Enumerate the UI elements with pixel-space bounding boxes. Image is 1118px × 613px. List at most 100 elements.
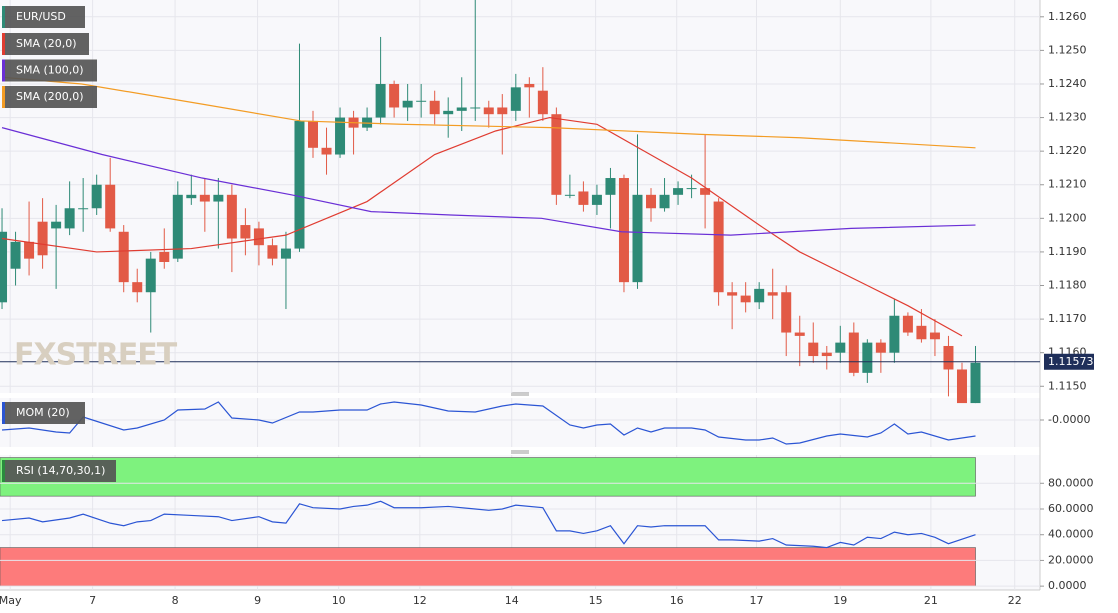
candle-body	[226, 194, 237, 239]
legend-label: MOM (20)	[16, 406, 70, 419]
candle-body	[213, 194, 224, 202]
candle-body	[159, 251, 170, 262]
candle-body	[808, 342, 819, 357]
legend-label: SMA (20,0)	[16, 37, 77, 50]
mom-line	[1, 401, 976, 445]
candle-body	[389, 83, 400, 108]
y-tick-label: 1.1190	[1048, 245, 1087, 258]
candle-body	[835, 342, 846, 353]
y-tick-label: 1.1220	[1048, 144, 1087, 157]
candle-body	[294, 120, 305, 249]
candle-body	[673, 188, 684, 195]
candle-body	[280, 248, 291, 259]
price-panel	[0, 0, 1040, 393]
candle-body	[483, 107, 494, 115]
legend-swatch	[2, 460, 5, 482]
rsi-band	[0, 457, 976, 497]
candle-body	[37, 221, 48, 256]
candle-body	[618, 178, 629, 283]
panel-handle	[511, 392, 529, 454]
candle-body	[551, 114, 562, 195]
candle-body	[713, 201, 724, 293]
candle-body	[199, 194, 210, 202]
candle-body	[578, 191, 589, 205]
candle-body	[416, 100, 427, 102]
x-tick-label: 8	[172, 594, 179, 607]
candle-body	[916, 325, 927, 340]
y-tick-label: 1.1200	[1048, 211, 1087, 224]
candle-body	[902, 315, 913, 333]
legend-swatch	[2, 33, 5, 55]
candle-body	[443, 110, 454, 115]
y-tick-label: 60.0000	[1048, 502, 1094, 515]
legend-swatch	[2, 402, 5, 424]
legend-label: EUR/USD	[16, 10, 66, 23]
y-tick-label: 1.1240	[1048, 77, 1087, 90]
sma-line	[1, 127, 976, 236]
y-tick-label: 1.1150	[1048, 379, 1087, 392]
y-tick-label: 1.1170	[1048, 312, 1087, 325]
candle-body	[240, 225, 251, 239]
last-price-box	[1044, 353, 1094, 370]
candle-body	[875, 342, 886, 353]
candle-body	[308, 120, 319, 148]
candle-body	[321, 147, 332, 155]
candle-body	[470, 107, 481, 109]
x-tick-label: 12	[413, 594, 427, 607]
watermark: FXSTREET	[14, 338, 178, 373]
candle-body	[537, 90, 548, 115]
rsi-line	[1, 500, 976, 549]
rsi-band	[0, 547, 976, 587]
x-tick-label: May	[0, 594, 22, 607]
candle-body	[172, 194, 183, 259]
y-tick-label: 20.0000	[1048, 553, 1094, 566]
y-tick-label: 80.0000	[1048, 476, 1094, 489]
candle-body	[646, 194, 657, 209]
candle-body	[956, 369, 967, 404]
candle-body	[375, 83, 386, 118]
legend-swatch	[2, 59, 5, 82]
candle-body	[429, 100, 440, 115]
candle-body	[848, 332, 859, 373]
candle-body	[118, 231, 129, 283]
x-tick-label: 15	[589, 594, 603, 607]
candle-body	[78, 208, 89, 210]
candle-body	[767, 292, 778, 296]
candle-body	[335, 117, 346, 155]
sma-line	[1, 76, 976, 149]
candle-body	[632, 194, 643, 283]
candle-body	[564, 194, 575, 196]
x-tick-label: 21	[924, 594, 938, 607]
mom-panel	[0, 398, 1040, 447]
y-tick-label: 1.1210	[1048, 178, 1087, 191]
y-tick-label: -0.0000	[1048, 413, 1090, 426]
candle-body	[132, 282, 143, 293]
candle-body	[51, 221, 62, 229]
candle-body	[456, 107, 467, 111]
y-tick-label: 1.1260	[1048, 10, 1087, 23]
candle-body	[740, 295, 751, 303]
legend-label: SMA (200,0)	[16, 90, 84, 103]
x-tick-label: 16	[670, 594, 684, 607]
candle-body	[105, 184, 116, 229]
legend-tag	[2, 33, 89, 55]
y-tick-label: 1.1180	[1048, 279, 1087, 292]
y-tick-label: 1.1250	[1048, 43, 1087, 56]
candle-body	[970, 362, 981, 404]
candle-body	[186, 194, 197, 199]
legend-swatch	[2, 86, 5, 108]
candle-body	[862, 342, 873, 373]
candle-body	[253, 228, 264, 246]
legend-tag	[2, 86, 97, 108]
y-tick-label: 0.0000	[1048, 579, 1087, 592]
x-tick-label: 10	[332, 594, 346, 607]
candle-body	[0, 231, 8, 303]
candle-body	[794, 332, 805, 336]
legend-label: RSI (14,70,30,1)	[16, 464, 105, 477]
x-tick-label: 17	[749, 594, 763, 607]
candle-body	[686, 188, 697, 190]
candle-body	[889, 315, 900, 353]
candle-body	[781, 292, 792, 333]
y-tick-label: 1.1230	[1048, 111, 1087, 124]
